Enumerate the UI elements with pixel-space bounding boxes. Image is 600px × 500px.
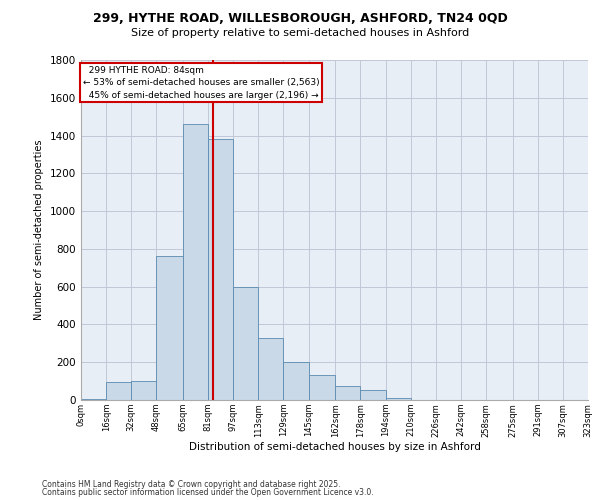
Bar: [361, 390, 386, 400]
Bar: [233, 286, 259, 400]
Text: Contains public sector information licensed under the Open Government Licence v3: Contains public sector information licen…: [42, 488, 374, 497]
Text: 299, HYTHE ROAD, WILLESBOROUGH, ASHFORD, TN24 0QD: 299, HYTHE ROAD, WILLESBOROUGH, ASHFORD,…: [92, 12, 508, 26]
Y-axis label: Number of semi-detached properties: Number of semi-detached properties: [34, 140, 44, 320]
Bar: [335, 386, 361, 400]
Bar: [208, 140, 233, 400]
Bar: [386, 398, 410, 400]
Bar: [308, 376, 335, 400]
Text: 299 HYTHE ROAD: 84sqm
← 53% of semi-detached houses are smaller (2,563)
  45% of: 299 HYTHE ROAD: 84sqm ← 53% of semi-deta…: [83, 66, 319, 100]
X-axis label: Distribution of semi-detached houses by size in Ashford: Distribution of semi-detached houses by …: [188, 442, 481, 452]
Bar: [131, 381, 157, 400]
Bar: [259, 338, 283, 400]
Bar: [183, 124, 208, 400]
Bar: [157, 256, 183, 400]
Text: Size of property relative to semi-detached houses in Ashford: Size of property relative to semi-detach…: [131, 28, 469, 38]
Bar: [283, 362, 308, 400]
Bar: [81, 399, 106, 400]
Bar: [106, 382, 131, 400]
Text: Contains HM Land Registry data © Crown copyright and database right 2025.: Contains HM Land Registry data © Crown c…: [42, 480, 341, 489]
